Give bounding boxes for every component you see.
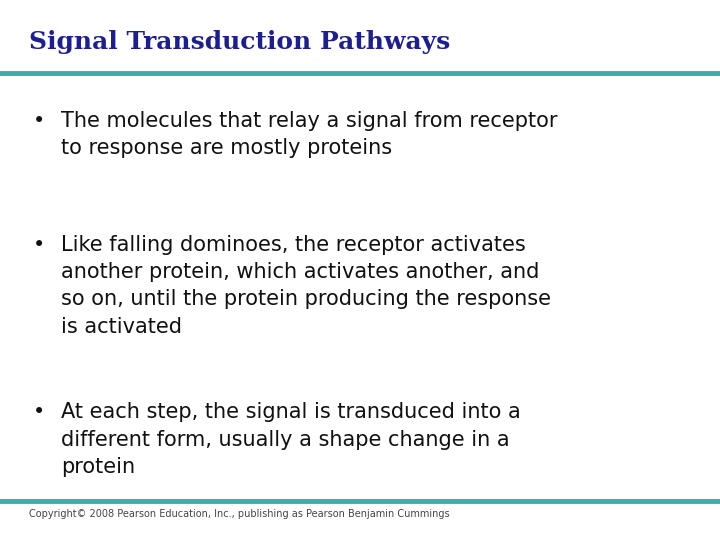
Text: •: • [32, 235, 45, 255]
Text: •: • [32, 402, 45, 422]
Text: At each step, the signal is transduced into a
different form, usually a shape ch: At each step, the signal is transduced i… [61, 402, 521, 477]
Text: Signal Transduction Pathways: Signal Transduction Pathways [29, 30, 450, 53]
Text: •: • [32, 111, 45, 131]
Text: Like falling dominoes, the receptor activates
another protein, which activates a: Like falling dominoes, the receptor acti… [61, 235, 552, 336]
Text: Copyright© 2008 Pearson Education, Inc., publishing as Pearson Benjamin Cummings: Copyright© 2008 Pearson Education, Inc.,… [29, 509, 449, 519]
Text: The molecules that relay a signal from receptor
to response are mostly proteins: The molecules that relay a signal from r… [61, 111, 558, 158]
